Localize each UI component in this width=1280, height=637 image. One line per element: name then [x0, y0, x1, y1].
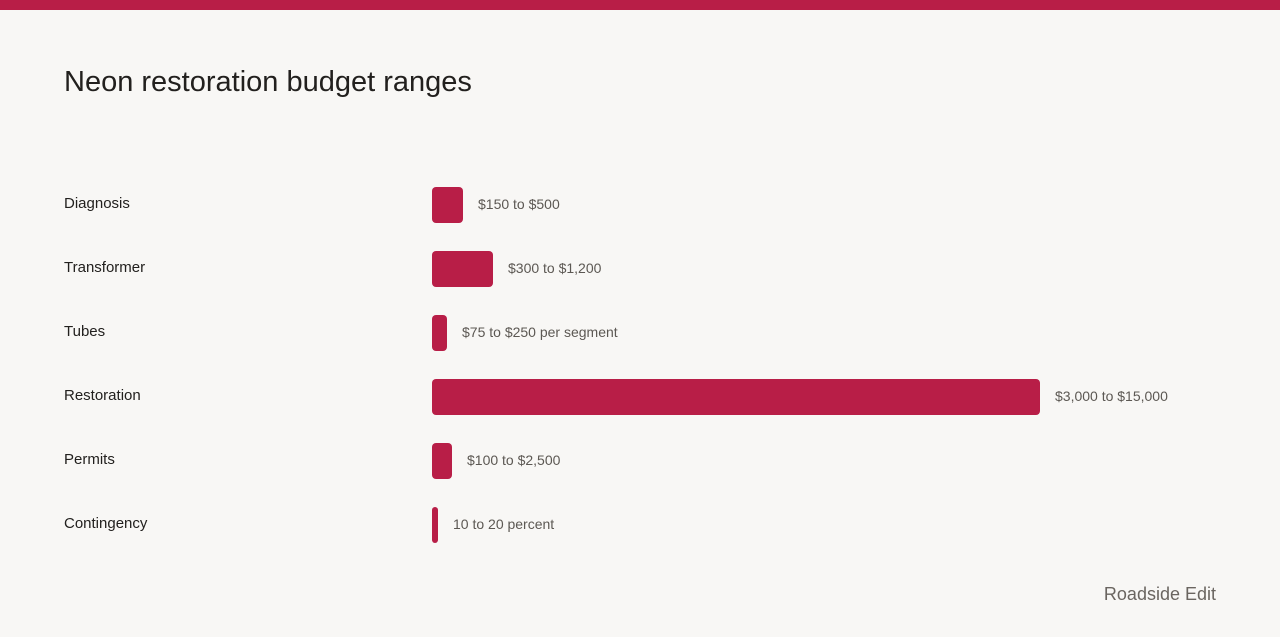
bar	[432, 379, 1040, 415]
value-label: $100 to $2,500	[467, 452, 561, 468]
value-label: $150 to $500	[478, 196, 560, 212]
value-label: $75 to $250 per segment	[462, 324, 618, 340]
bar	[432, 251, 493, 287]
chart-title: Neon restoration budget ranges	[64, 66, 472, 98]
bar	[432, 315, 447, 351]
chart-row: Diagnosis $150 to $500	[0, 187, 1280, 223]
chart-row: Restoration $3,000 to $15,000	[0, 379, 1280, 415]
credit-text: Roadside Edit	[1103, 584, 1216, 604]
bar	[432, 187, 463, 223]
value-label: $3,000 to $15,000	[1055, 388, 1168, 404]
value-label: 10 to 20 percent	[453, 516, 555, 532]
category-label: Transformer	[64, 259, 146, 276]
category-label: Tubes	[64, 323, 106, 340]
category-label: Contingency	[64, 515, 148, 532]
chart-row: Tubes $75 to $250 per segment	[0, 315, 1280, 351]
chart-row: Transformer $300 to $1,200	[0, 251, 1280, 287]
category-label: Restoration	[64, 387, 141, 404]
category-label: Diagnosis	[64, 195, 130, 212]
bar	[432, 507, 438, 543]
value-label: $300 to $1,200	[508, 260, 602, 276]
chart-row: Contingency 10 to 20 percent	[0, 507, 1280, 543]
category-label: Permits	[64, 451, 115, 468]
chart-row: Permits $100 to $2,500	[0, 443, 1280, 479]
bar	[432, 443, 452, 479]
accent-top-bar	[0, 0, 1280, 10]
